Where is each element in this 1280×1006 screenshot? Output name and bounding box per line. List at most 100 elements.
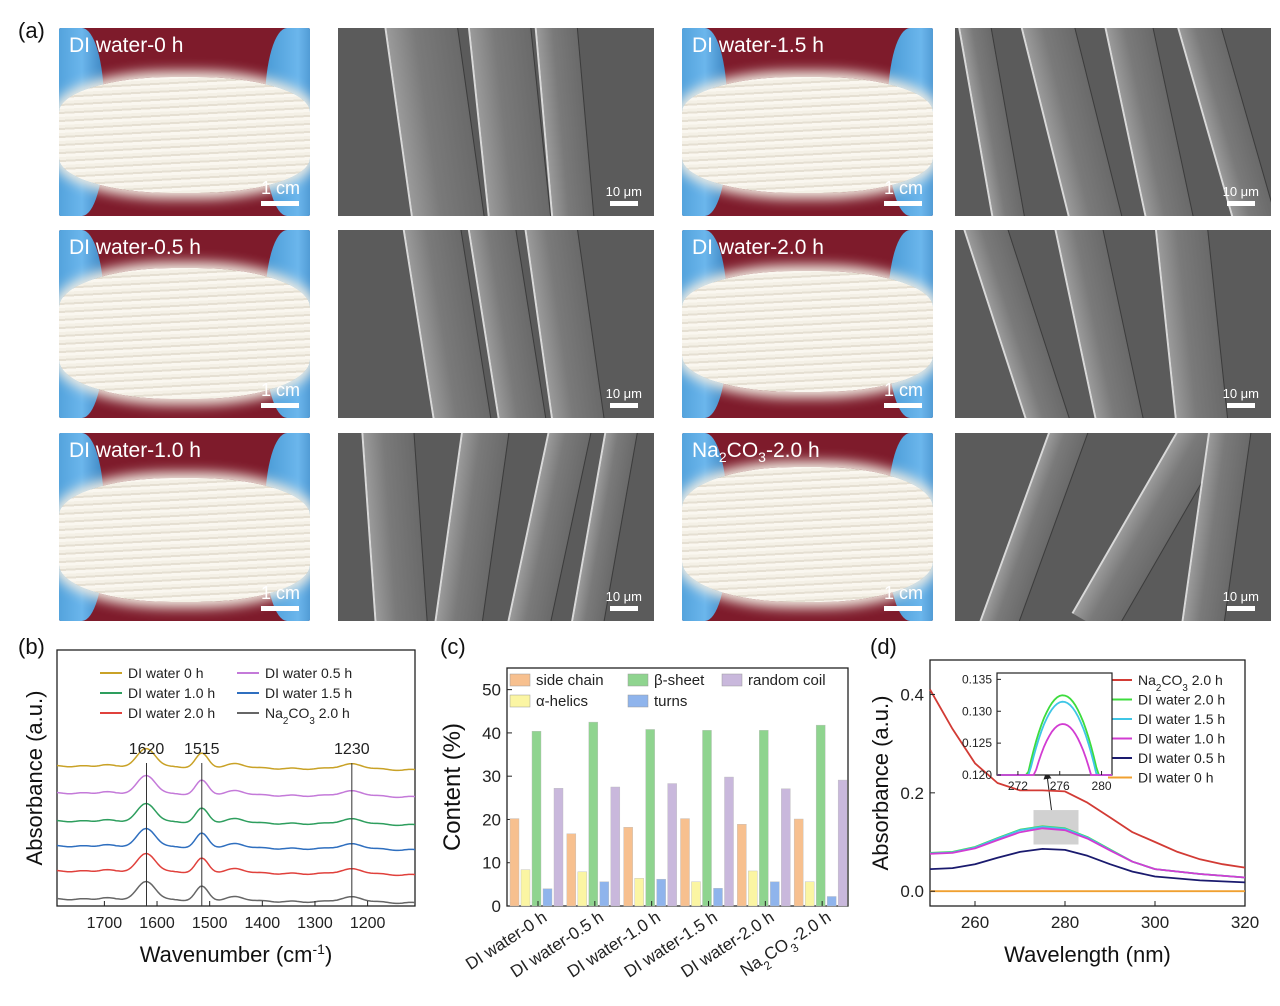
legend-label: DI water 2.0 h [128,705,215,721]
scale-bar: 10 μm [1223,589,1259,611]
legend-label: DI water 1.0 h [1138,731,1225,747]
y-tick-label: 30 [482,767,501,786]
uv-trace [929,827,1246,879]
legend-label: DI water 1.5 h [265,685,352,701]
scale-bar: 10 μm [1223,386,1259,408]
uv-trace [929,689,1246,869]
uv-trace [929,825,1246,879]
legend-label: DI water 1.5 h [1138,711,1225,727]
bar [837,779,848,907]
bar [599,881,610,907]
bar [566,833,577,907]
inset-trace [997,723,1112,776]
scale-bar: 10 μm [1223,184,1259,206]
bar [793,818,804,907]
peak-label: 1515 [184,741,220,758]
plot-frame [56,649,416,907]
legend-label: DI water 0 h [128,665,203,681]
y-axis-label: Absorbance (a.u.) [868,696,893,871]
bar [645,729,655,907]
ftir-trace [56,747,416,772]
scale-bar: 1 cm [884,178,923,206]
x-axis-label: Wavenumber (cm-1) [140,941,333,967]
bar [577,871,588,907]
photo-na2co3-2.0h: Na2CO3-2.0 h 1 cm [682,433,933,621]
scale-bar: 1 cm [261,380,300,408]
x-tick-label: 1600 [139,915,175,932]
scale-bar: 1 cm [261,583,300,611]
x-tick-label: 300 [1141,913,1169,932]
uv-trace [929,825,1246,879]
panel-label-b: (b) [18,634,45,659]
y-axis-label: Absorbance (a.u.) [22,691,47,866]
x-tick-label: 260 [961,913,989,932]
legend-label: DI water 0.5 h [265,665,352,681]
y-tick-label: 20 [482,810,501,829]
bar [691,881,701,907]
bar [667,783,677,907]
x-tick-label: 1400 [245,915,281,932]
inset-x-tick-label: 272 [1008,779,1028,793]
x-tick-label: 1200 [350,915,386,932]
photo-label: DI water-0.5 h [69,236,201,259]
scale-bar: 10 μm [606,589,642,611]
legend-swatch [509,673,531,687]
legend-label: DI water 0 h [1138,770,1213,786]
photo-di-water-1.0h: DI water-1.0 h 1 cm [59,433,310,621]
bar [702,730,712,907]
y-tick-label: 50 [482,681,501,700]
bar [542,888,553,907]
photo-di-water-0.5h: DI water-0.5 h 1 cm [59,230,310,418]
inset-y-tick-label: 0.135 [962,672,992,686]
legend-label: DI water 1.0 h [128,685,215,701]
photo-label: DI water-0 h [69,34,184,57]
legend-label: side chain [536,672,604,689]
bar [770,881,780,907]
sem-image-di-water-0.5h: 10 μm [338,230,654,418]
bar [804,881,815,907]
photo-di-water-0h: DI water-0 h 1 cm [59,28,310,216]
inset-x-tick-label: 280 [1092,779,1112,793]
legend-swatch [627,694,649,708]
zoom-arrow [1043,771,1052,811]
y-tick-label: 0.4 [900,685,924,704]
uv-trace [929,848,1246,884]
y-tick-label: 40 [482,724,501,743]
x-axis-label: Wavelength (nm) [1004,942,1171,967]
legend-label: DI water 0.5 h [1138,750,1225,766]
bar [713,888,723,907]
bar [680,818,690,907]
inset-x-tick-label: 276 [1050,779,1070,793]
bar [520,869,531,907]
scale-bar: 10 μm [606,386,642,408]
bar [509,818,520,907]
sem-image-di-water-1.0h: 10 μm [338,433,654,621]
uv-vis-chart: 260 280 300 320 0.0 0.2 0.4 Wavelength (nm) Abso… [868,659,1259,967]
bar [724,776,734,907]
photo-di-water-2.0h: DI water-2.0 h 1 cm [682,230,933,418]
photo-label: Na2CO3-2.0 h [692,439,820,466]
inset-y-tick-label: 0.125 [962,736,992,750]
sem-image-di-water-2.0h: 10 μm [955,230,1271,418]
bar [656,878,666,907]
legend-label: turns [654,693,687,710]
y-tick-label: 0 [492,897,501,916]
x-tick-label: 1300 [297,915,333,932]
y-tick-label: 10 [482,854,501,873]
photo-di-water-1.5h: DI water-1.5 h 1 cm [682,28,933,216]
legend-label: DI water 2.0 h [1138,692,1225,708]
legend-swatch [721,673,743,687]
y-tick-label: 0.0 [900,882,924,901]
photo-label: DI water-2.0 h [692,236,824,259]
bar [759,730,769,907]
bar [815,724,826,907]
bar [531,730,542,907]
ftir-trace [56,852,416,877]
bar [588,721,599,907]
y-tick-label: 0.2 [900,784,924,803]
plot-frame [929,659,1246,907]
inset-y-tick-label: 0.120 [962,768,992,782]
ftir-trace [56,802,416,827]
legend-label: α-helics [536,693,588,710]
legend-swatch [627,673,649,687]
